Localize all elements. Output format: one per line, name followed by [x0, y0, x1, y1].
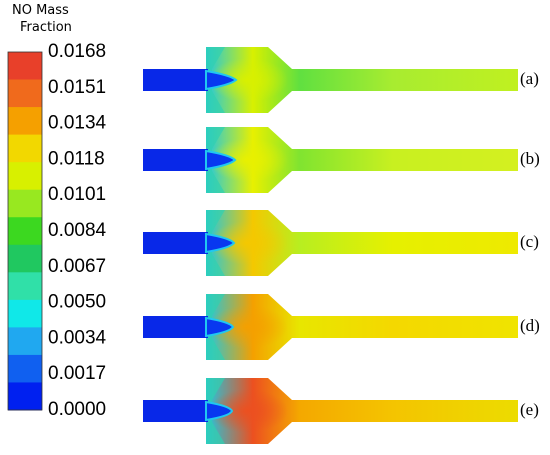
hot-zone: [208, 221, 288, 265]
colorbar-tick-label: 0.0034: [48, 327, 107, 348]
colorbar-tick-label: 0.0151: [48, 77, 106, 98]
contour-panel: [143, 378, 518, 444]
colorbar-frame: [7, 51, 43, 411]
colorbar-band: [8, 382, 42, 411]
colorbar-tick-label: 0.0067: [48, 256, 106, 277]
colorbar-band: [8, 272, 42, 301]
domain: [206, 378, 518, 444]
colorbar-title: Fraction: [20, 20, 72, 35]
colorbar-band: [8, 107, 42, 136]
contour-panel: [143, 294, 518, 360]
colorbar-band: [8, 79, 42, 108]
colorbar-tick-label: 0.0168: [48, 41, 106, 62]
hot-zone: [208, 389, 288, 433]
hot-zone: [208, 138, 288, 182]
wall-region: [206, 127, 225, 193]
contour-panel: [143, 210, 518, 276]
contour-panel: [143, 47, 518, 113]
wall-region: [206, 210, 225, 276]
colorbar-band: [8, 52, 42, 81]
inlet: [143, 400, 208, 422]
wall-region: [206, 47, 225, 113]
inlet: [143, 232, 208, 254]
colorbar-band: [8, 327, 42, 356]
colorbar-title: NO Mass: [12, 3, 69, 18]
wall-region: [206, 378, 225, 444]
colorbar-tick-label: 0.0000: [48, 399, 106, 420]
colorbar-band: [8, 162, 42, 191]
panel-label: (d): [520, 316, 540, 335]
jet-core: [205, 232, 236, 254]
colorbar-tick-label: 0.0118: [48, 148, 105, 169]
panel-label: (b): [520, 149, 540, 168]
colorbar-tick-label: 0.0050: [48, 292, 106, 313]
colorbar-band: [8, 244, 42, 273]
colorbar-tick-label: 0.0134: [48, 113, 107, 134]
jet-core: [205, 316, 235, 338]
colorbar-band: [8, 299, 42, 328]
contour-panel: [143, 127, 518, 193]
domain: [206, 294, 518, 360]
jet-core: [205, 400, 234, 422]
inlet: [143, 149, 208, 171]
jet-core: [205, 149, 237, 171]
hot-zone: [208, 58, 288, 102]
colorbar-tick-label: 0.0017: [48, 363, 106, 384]
panel-label: (c): [520, 232, 539, 251]
hot-zone: [208, 305, 288, 349]
domain: [206, 127, 518, 193]
colorbar-band: [8, 189, 42, 218]
domain: [206, 210, 518, 276]
colorbar-band: [8, 217, 42, 246]
inlet: [143, 69, 208, 91]
panel-label: (a): [520, 69, 539, 88]
colorbar-tick-label: 0.0084: [48, 220, 107, 241]
inlet: [143, 316, 208, 338]
colorbar-band: [8, 354, 42, 383]
colorbar-tick-label: 0.0101: [48, 184, 106, 205]
wall-region: [206, 294, 225, 360]
domain: [206, 47, 518, 113]
colorbar-band: [8, 134, 42, 163]
jet-core: [205, 69, 238, 91]
panel-label: (e): [520, 400, 539, 419]
